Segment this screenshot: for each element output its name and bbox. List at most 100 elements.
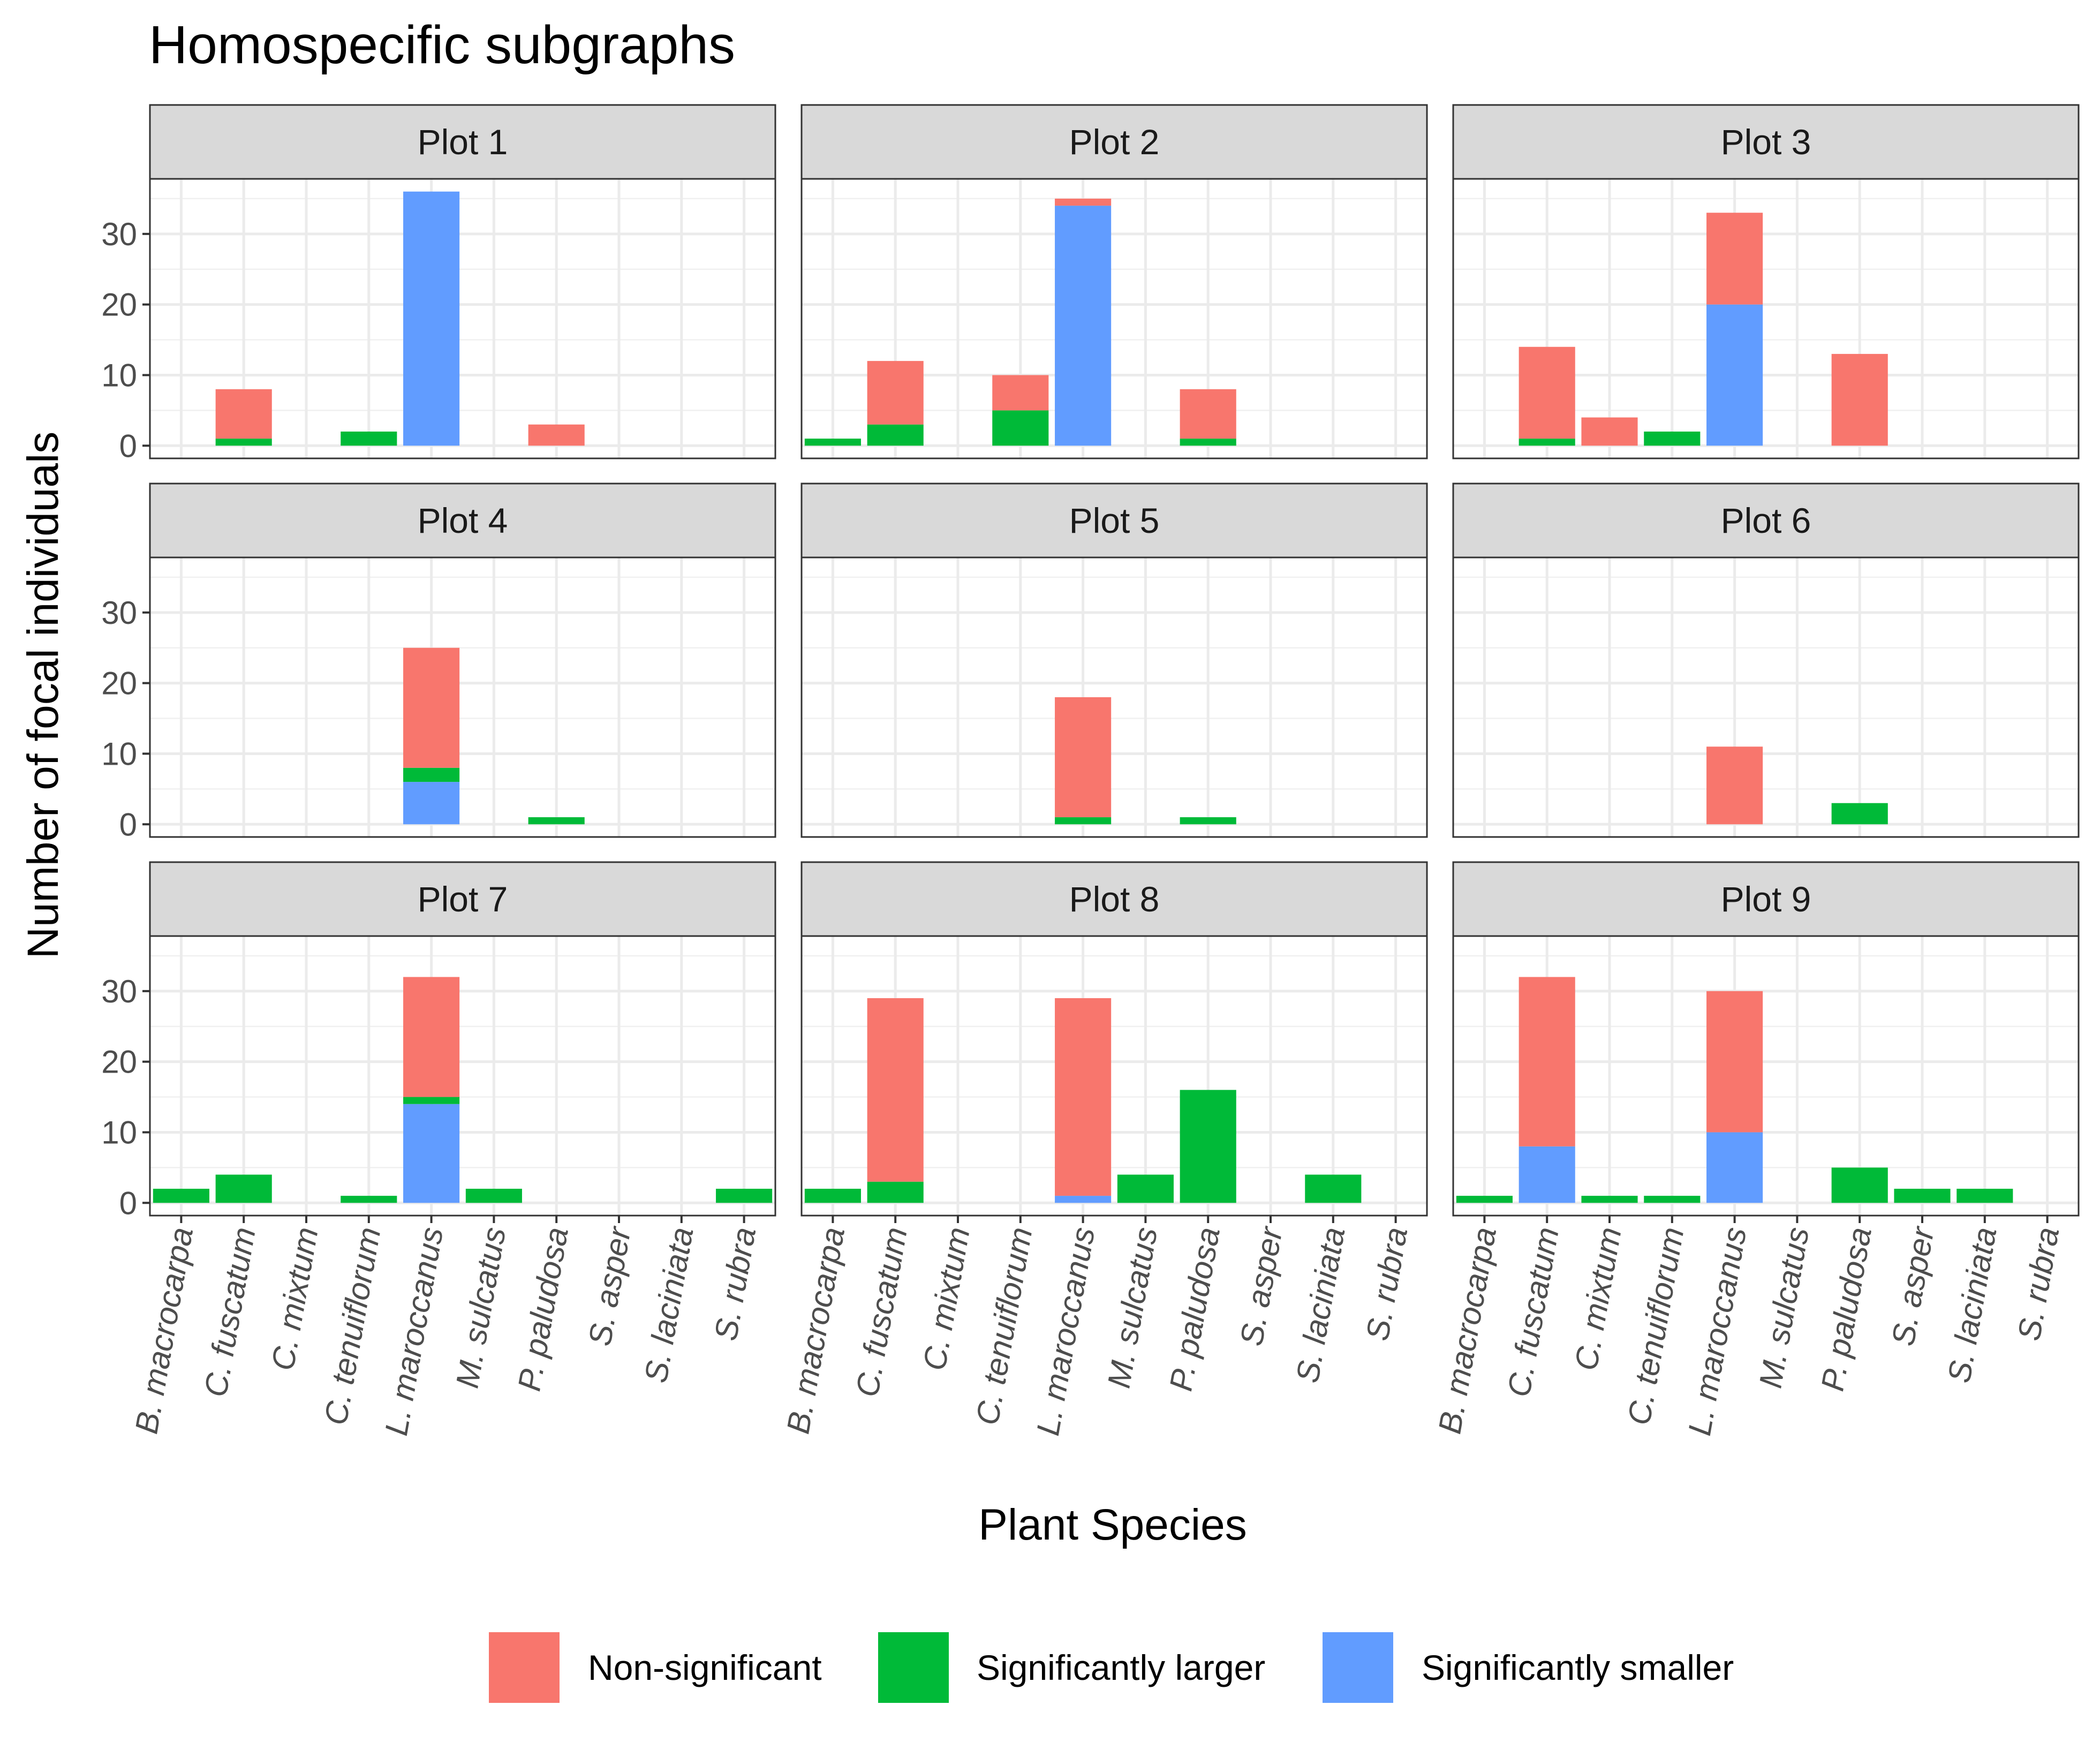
bar-segment: [1117, 1174, 1174, 1203]
facet-strip: [149, 104, 776, 180]
bar-segment: [1180, 439, 1236, 446]
bar-segment: [1706, 213, 1763, 305]
x-tick-label: P. paludosa: [1814, 1225, 1878, 1394]
facet-strip: [800, 482, 1428, 559]
legend-label: Significantly larger: [977, 1648, 1265, 1687]
bar-segment: [215, 1174, 272, 1203]
y-tick-label: 10: [101, 357, 137, 393]
bar-segment: [1180, 1090, 1236, 1203]
bar-segment: [1055, 817, 1112, 825]
x-tick-label: B. macrocarpa: [780, 1225, 851, 1437]
bar-segment: [1055, 206, 1112, 446]
panel-border: [1452, 935, 2080, 1217]
bar-segment: [1519, 439, 1575, 446]
panel-border: [800, 178, 1428, 459]
x-tick-label: P. paludosa: [511, 1225, 575, 1394]
x-tick-label: S. asper: [1233, 1224, 1289, 1349]
x-tick-label: C. tenuiflorum: [1621, 1225, 1691, 1428]
facet-panel: Plot 6: [1452, 482, 2080, 838]
facet-strip-label: Plot 2: [1069, 122, 1160, 162]
facet-strip: [1452, 104, 2080, 180]
bar-segment: [716, 1188, 773, 1203]
bar-segment: [528, 424, 585, 446]
y-tick-label: 20: [101, 666, 137, 701]
x-tick-label: C. fuscatum: [849, 1225, 914, 1400]
bar-segment: [1519, 1146, 1575, 1203]
facet-strip-label: Plot 7: [418, 879, 508, 919]
x-tick-label: C. fuscatum: [1500, 1225, 1566, 1400]
bar-segment: [215, 389, 272, 439]
x-tick-label: S. asper: [1885, 1224, 1941, 1349]
bar-segment: [1456, 1196, 1513, 1203]
bar-segment: [153, 1188, 209, 1203]
legend-label: Non-significant: [588, 1648, 822, 1687]
x-tick-label: P. paludosa: [1162, 1225, 1227, 1394]
facet-strip-label: Plot 4: [418, 501, 508, 540]
bar-segment: [1706, 746, 1763, 825]
x-tick-label: C. mixtum: [1568, 1225, 1628, 1374]
legend-key: [489, 1632, 560, 1703]
y-tick-label: 10: [101, 736, 137, 772]
bar-segment: [1581, 1196, 1638, 1203]
bar-segment: [1519, 977, 1575, 1146]
bar-segment: [465, 1188, 522, 1203]
bar-segment: [1305, 1174, 1362, 1203]
x-tick-label: M. sulcatus: [1752, 1225, 1816, 1391]
facet-strip: [800, 104, 1428, 180]
panel-background: [150, 557, 775, 837]
bar-segment: [992, 410, 1049, 446]
bar-segment: [992, 375, 1049, 411]
x-tick-label: L. maroccanus: [1681, 1225, 1753, 1438]
bar-segment: [1581, 417, 1638, 446]
facet-strip-label: Plot 1: [418, 122, 508, 162]
legend-key: [878, 1632, 949, 1703]
bar-segment: [1644, 1196, 1701, 1203]
x-tick-label: M. sulcatus: [1101, 1225, 1165, 1391]
bar-segment: [804, 1188, 861, 1203]
facet-strip-label: Plot 6: [1721, 501, 1811, 540]
bar-segment: [867, 1181, 924, 1203]
bar-segment: [1055, 198, 1112, 206]
bar-segment: [528, 817, 585, 825]
panel-border: [149, 178, 776, 459]
y-tick-label: 30: [101, 216, 137, 252]
bar-segment: [1706, 991, 1763, 1133]
y-tick-label: 30: [101, 974, 137, 1009]
panel-border: [1452, 178, 2080, 459]
chart-title: Homospecific subgraphs: [149, 15, 735, 75]
facet-strip: [149, 482, 776, 559]
y-tick-label: 10: [101, 1114, 137, 1150]
x-tick-label: M. sulcatus: [449, 1225, 513, 1391]
x-tick-label: S. rubra: [1359, 1225, 1414, 1344]
x-tick-label: B. macrocarpa: [128, 1225, 200, 1437]
x-tick-label: S. laciniata: [1289, 1225, 1352, 1386]
bar-segment: [403, 782, 460, 825]
bar-segment: [1706, 1132, 1763, 1203]
x-tick-label: L. maroccanus: [1030, 1225, 1101, 1438]
bar-segment: [1055, 998, 1112, 1196]
panel-border: [800, 556, 1428, 838]
x-tick-label: C. tenuiflorum: [318, 1225, 388, 1428]
facet-panel: Plot 3: [1452, 104, 2080, 459]
bar-segment: [1644, 431, 1701, 446]
facet-strip-label: Plot 9: [1721, 879, 1811, 919]
x-tick-label: S. laciniata: [638, 1225, 700, 1386]
bar-segment: [1706, 304, 1763, 446]
bar-segment: [1055, 697, 1112, 818]
facet-strip: [149, 861, 776, 937]
x-tick-label: L. maroccanus: [378, 1225, 450, 1438]
y-tick-label: 20: [101, 287, 137, 323]
bar-segment: [1957, 1188, 2013, 1203]
bar-segment: [867, 998, 924, 1182]
x-tick-label: C. mixtum: [265, 1225, 325, 1374]
facet-strip: [1452, 482, 2080, 559]
facet-strip-label: Plot 5: [1069, 501, 1160, 540]
facet-strip-label: Plot 8: [1069, 879, 1160, 919]
legend: Non-significant Significantly larger Signi…: [489, 1632, 1734, 1703]
bar-segment: [403, 647, 460, 768]
bar-segment: [341, 431, 397, 446]
